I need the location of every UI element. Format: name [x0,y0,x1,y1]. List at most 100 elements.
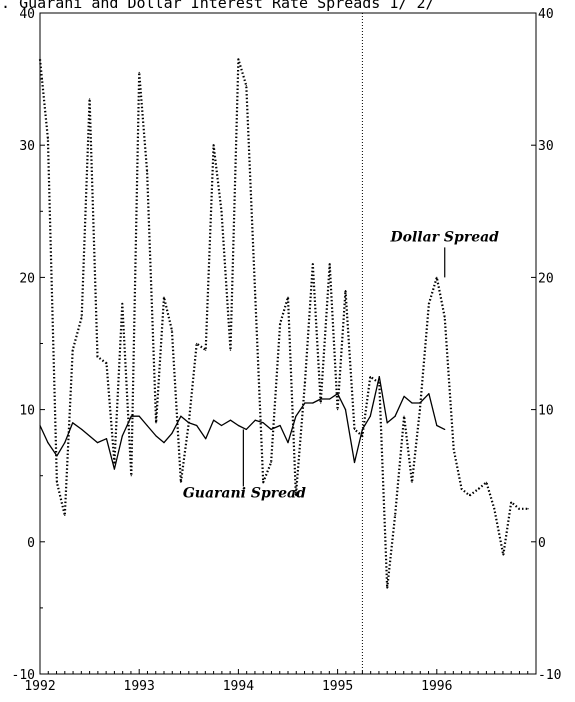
y-tick-label-left-10: 10 [19,404,35,419]
dollar-spread-point [394,514,396,516]
dollar-spread-point [81,316,83,318]
x-tick-label-1992: 1992 [24,679,55,694]
x-tick-label-1994: 1994 [223,679,254,694]
dollar-spread-point [205,349,207,351]
y-tick-label-left-40: 40 [19,7,35,22]
dollar-spread-point [155,422,157,424]
dollar-spread-point [72,349,74,351]
guarani-spread-point [287,442,289,444]
guarani-spread-point [196,424,198,427]
y-tick-label-right--10: -10 [538,668,561,683]
dollar-spread-point [337,409,339,411]
dollar-spread-point [361,435,363,437]
dollar-spread-point [254,296,256,298]
dollar-spread-point [237,58,239,60]
dollar-spread-point [163,296,165,298]
dollar-spread-point [386,587,388,589]
dollar-spread-label: Dollar Spread [389,229,499,245]
guarani-spread-point [369,415,371,417]
y-tick-label-left--10: -10 [12,668,35,683]
guarani-spread-point [304,402,306,404]
y-tick-label-right-10: 10 [538,404,554,419]
dollar-spread-point [461,488,463,490]
dollar-spread-point [312,263,314,265]
y-tick-label-right-20: 20 [538,271,554,286]
y-tick-label-left-0: 0 [27,536,35,551]
guarani-spread-point [39,424,41,427]
guarani-spread-point [444,428,446,431]
guarani-spread-point [329,398,331,400]
x-tick-label-1995: 1995 [322,679,353,694]
dollar-spread-point [527,508,529,510]
guarani-spread-point [205,438,207,440]
x-tick-label-1993: 1993 [124,679,155,694]
dollar-spread-point [270,461,272,464]
guarani-spread-point [386,422,388,424]
dollar-spread-point [245,85,247,87]
guarani-spread-point [47,442,49,444]
dollar-spread-point [378,382,380,384]
dollar-spread-point [64,514,66,516]
chart-title: 6. Guarani and Dollar Interest Rate Spre… [0,0,435,12]
dollar-spread-point [171,329,173,331]
dollar-spread-point [295,494,297,497]
dollar-spread-point [146,171,148,173]
dollar-spread-point [344,290,347,292]
guarani-spread-point [89,435,91,437]
guarani-spread-point [344,409,347,411]
y-tick-label-left-30: 30 [19,139,35,154]
dollar-spread-point [320,402,322,404]
dollar-spread-point [138,71,140,74]
guarani-spread-point [428,393,430,395]
dollar-spread-point [428,303,430,305]
dollar-spread-point [220,210,223,212]
dollar-spread-point [353,428,356,431]
guarani-spread-point [220,424,223,427]
dollar-spread-point [180,481,182,483]
guarani-spread-point [436,424,438,427]
dollar-spread-point [444,316,446,318]
dollar-spread-point [485,481,487,483]
dollar-spread-point [105,362,108,364]
dollar-spread-point [47,137,49,140]
plot-frame [39,12,537,675]
guarani-spread-point [138,415,140,417]
dollar-spread-point [121,303,123,305]
guarani-spread-point [163,442,165,444]
guarani-spread-point [419,402,421,404]
y-tick-label-right-40: 40 [538,7,554,22]
guarani-spread-point [96,442,99,444]
guarani-spread-point [411,402,413,404]
dollar-spread-point [329,263,331,265]
guarani-spread-point [213,419,215,421]
guarani-spread-point [113,468,115,470]
dollar-spread-point [411,481,413,483]
guarani-spread-line [39,375,445,470]
dollar-spread-point [304,382,306,384]
dollar-spread-point [89,98,91,100]
dollar-spread-point [403,415,405,417]
dollar-spread-point [56,481,58,483]
guarani-spread-point [312,402,314,404]
dollar-spread-point [229,349,232,351]
guarani-spread-point [361,428,363,431]
guarani-spread-point [64,442,66,444]
dollar-spread-point [518,508,520,510]
dollar-spread-point [213,144,215,146]
guarani-spread-label: Guarani Spread [183,485,306,501]
guarani-spread-point [146,424,148,427]
x-tick-label-1996: 1996 [421,679,452,694]
y-tick-label-right-0: 0 [538,536,546,551]
guarani-spread-point [171,432,173,434]
guarani-spread-point [72,422,74,424]
dollar-spread-point [436,276,438,278]
guarani-spread-point [270,428,272,431]
dollar-spread-point [287,296,289,298]
guarani-spread-point [188,422,190,424]
guarani-spread-point [378,375,380,378]
dollar-spread-point [113,461,115,464]
dollar-spread-point [196,342,198,345]
guarani-spread-point [180,415,182,417]
dollar-spread-point [502,554,504,556]
